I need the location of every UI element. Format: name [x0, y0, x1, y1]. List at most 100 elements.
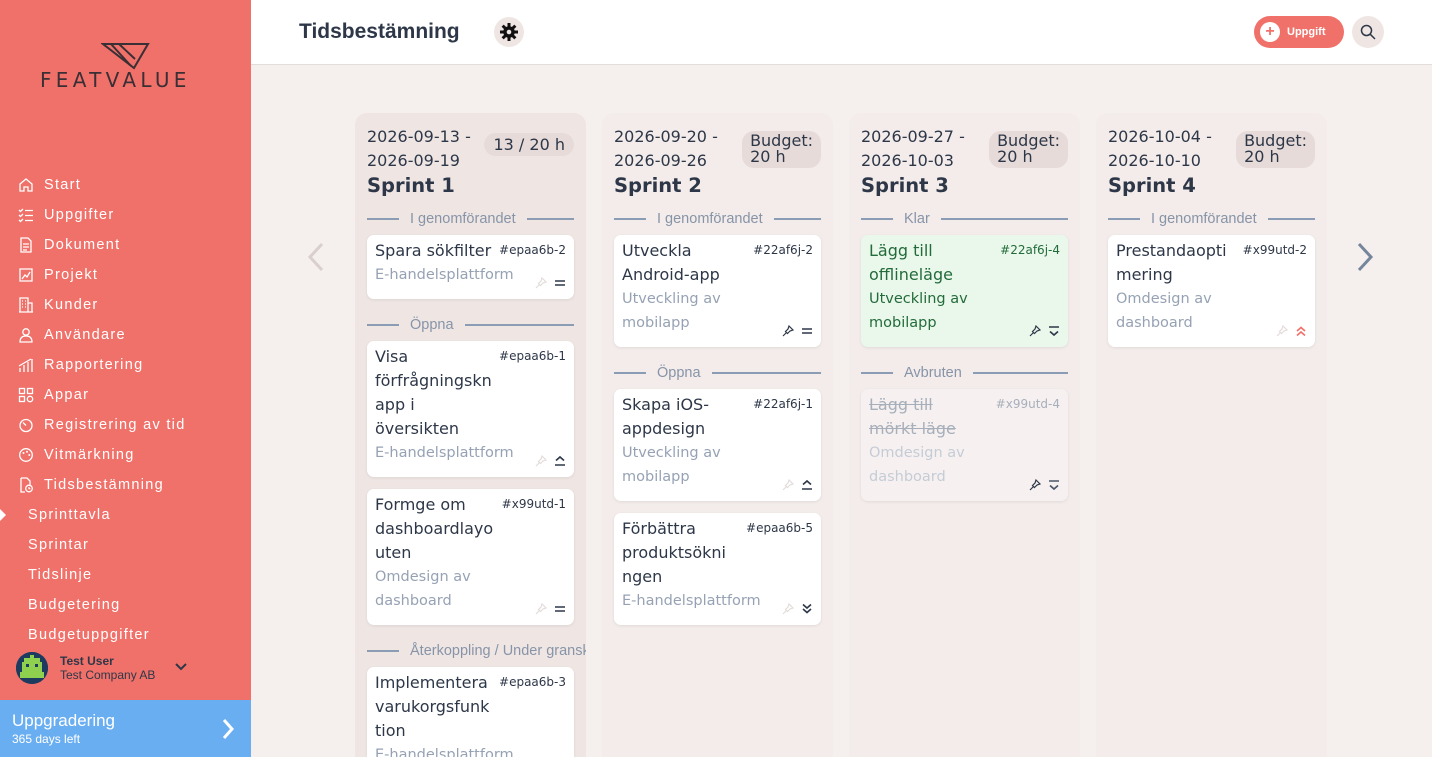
- sidebar-item-label: Tidsbestämning: [44, 477, 165, 493]
- user-menu[interactable]: Test User Test Company AB: [16, 652, 187, 684]
- text-line: 2026-09-19: [367, 151, 460, 170]
- pin-icon[interactable]: [782, 325, 794, 337]
- divider: [526, 218, 574, 220]
- chart-icon: [17, 356, 35, 374]
- pin-icon[interactable]: [535, 603, 547, 615]
- task-id: #epaa6b-5: [746, 521, 813, 535]
- status-label: Öppna: [410, 317, 454, 333]
- sidebar-item-label: Användare: [44, 327, 126, 343]
- task-project: Utveckling av mobilapp: [622, 287, 772, 335]
- sprint-column: 2026-09-20 - 2026-09-26 Budget: 20 h Sprint …: [602, 113, 833, 757]
- search-icon: [1360, 24, 1376, 40]
- text-line: produktsökni: [622, 543, 726, 562]
- text-line: 2026-10-03: [861, 151, 954, 170]
- task-id: #x99utd-4: [995, 397, 1060, 411]
- divider: [1267, 218, 1315, 220]
- sidebar-item-whitelabel[interactable]: Vitmärkning: [0, 440, 251, 470]
- divider: [1108, 218, 1140, 220]
- upgrade-banner[interactable]: Uppgradering 365 days left: [0, 700, 251, 757]
- document-icon: [17, 236, 35, 254]
- sprint-date-range: 2026-09-27 - 2026-10-03: [861, 125, 965, 173]
- task-card[interactable]: Implementera varukorgsfunk tion #epaa6b-3 E-…: [367, 667, 574, 757]
- text-line: Implementera: [375, 673, 488, 692]
- add-task-button[interactable]: + Uppgift: [1254, 16, 1344, 48]
- sidebar-item-reporting[interactable]: Rapportering: [0, 350, 251, 380]
- pin-icon[interactable]: [1029, 325, 1041, 337]
- tasks-icon: [17, 206, 35, 224]
- text-line: Budget:: [997, 131, 1060, 150]
- sidebar-item-projects[interactable]: Projekt: [0, 260, 251, 290]
- sidebar-item-customers[interactable]: Kunder: [0, 290, 251, 320]
- text-line: 2026-09-20 -: [614, 127, 718, 146]
- text-line: E-handelsplattform: [375, 267, 514, 283]
- chevron-down-icon[interactable]: [174, 660, 188, 674]
- sprint-title[interactable]: Sprint 1: [367, 174, 455, 197]
- pin-icon[interactable]: [782, 603, 794, 615]
- sidebar-item-label: Dokument: [44, 237, 121, 253]
- next-sprints-arrow-icon[interactable]: [1355, 242, 1375, 272]
- search-button[interactable]: [1352, 16, 1384, 48]
- task-project: E-handelsplattform: [375, 263, 525, 287]
- upgrade-title: Uppgradering: [12, 711, 116, 730]
- previous-sprints-arrow-icon[interactable]: [306, 242, 326, 272]
- priority-lowest-icon: [802, 603, 812, 614]
- text-line: förfrågningskn: [375, 371, 492, 390]
- sidebar-subitem-budgeting[interactable]: Budgetering: [28, 597, 121, 613]
- task-card[interactable]: Visa förfrågningskn app i översikten #epaa6b…: [367, 341, 574, 477]
- text-line: appdesign: [622, 419, 706, 438]
- sidebar-subitem-sprints[interactable]: Sprintar: [28, 537, 90, 553]
- status-section-header: Klar: [861, 211, 1068, 227]
- sidebar-item-scheduling[interactable]: Tidsbestämning: [0, 470, 251, 500]
- task-card[interactable]: Prestandaopti mering #x99utd-2 Omdesign av d…: [1108, 235, 1315, 347]
- task-title: Implementera varukorgsfunk tion: [375, 671, 505, 743]
- text-line: 2026-09-27 -: [861, 127, 965, 146]
- sidebar-item-label: Registrering av tid: [44, 417, 186, 433]
- pin-icon[interactable]: [1029, 479, 1041, 491]
- sprint-date-range: 2026-10-04 - 2026-10-10: [1108, 125, 1212, 173]
- task-card[interactable]: Utveckla Android-app #22af6j-2 Utveckling a…: [614, 235, 821, 347]
- task-card[interactable]: Förbättra produktsökni ngen #epaa6b-5 E-hand…: [614, 513, 821, 625]
- priority-low-icon: [1049, 480, 1059, 491]
- sidebar-item-users[interactable]: Användare: [0, 320, 251, 350]
- text-line: offlineläge: [869, 265, 953, 284]
- sidebar-item-label: Kunder: [44, 297, 99, 313]
- add-task-label: Uppgift: [1287, 26, 1326, 38]
- sidebar-item-label: Appar: [44, 387, 90, 403]
- sprint-title[interactable]: Sprint 2: [614, 174, 702, 197]
- task-card[interactable]: Lägg till mörkt läge #x99utd-4 Omdesign av d…: [861, 389, 1068, 501]
- pin-icon[interactable]: [782, 479, 794, 491]
- status-section-header: I genomförandet: [367, 211, 574, 227]
- avatar: [16, 652, 48, 684]
- featvalue-logo[interactable]: FEATVALUE: [40, 42, 215, 92]
- sidebar-item-time-registration[interactable]: Registrering av tid: [0, 410, 251, 440]
- text-line: E-handelsplattform: [375, 445, 514, 461]
- text-line: Omdesign av: [1116, 291, 1212, 307]
- home-icon: [17, 176, 35, 194]
- text-line: tion: [375, 721, 406, 740]
- pin-icon[interactable]: [535, 455, 547, 467]
- task-id: #x99utd-1: [501, 497, 566, 511]
- task-card[interactable]: Lägg till offlineläge #22af6j-4 Utveckling …: [861, 235, 1068, 347]
- sidebar-subitem-budget-tasks[interactable]: Budgetuppgifter: [28, 627, 150, 643]
- task-project: Omdesign av dashboard: [869, 441, 1019, 489]
- task-title: Förbättra produktsökni ngen: [622, 517, 752, 589]
- sidebar-item-apps[interactable]: Appar: [0, 380, 251, 410]
- task-card[interactable]: Skapa iOS-appdesign #22af6j-1 Utveckling a…: [614, 389, 821, 501]
- sidebar-item-start[interactable]: Start: [0, 170, 251, 200]
- page-title: Tidsbestämning: [299, 20, 460, 43]
- sprint-title[interactable]: Sprint 4: [1108, 174, 1196, 197]
- task-card[interactable]: Spara sökfilter #epaa6b-2 E-handelsplattfo…: [367, 235, 574, 299]
- sidebar-item-documents[interactable]: Dokument: [0, 230, 251, 260]
- text-line: 20 h: [750, 147, 786, 166]
- sprint-title[interactable]: Sprint 3: [861, 174, 949, 197]
- sprint-date-range: 2026-09-13 - 2026-09-19: [367, 125, 471, 173]
- sidebar-subitem-sprint-board[interactable]: Sprinttavla: [0, 500, 251, 530]
- task-card[interactable]: Formge om dashboardlayo uten #x99utd-1 Omdes…: [367, 489, 574, 625]
- sprint-budget-badge: Budget: 20 h: [989, 131, 1068, 168]
- text-line: 20 h: [1244, 147, 1280, 166]
- pin-icon[interactable]: [1276, 325, 1288, 337]
- pin-icon[interactable]: [535, 277, 547, 289]
- settings-button[interactable]: [494, 17, 524, 47]
- sidebar-subitem-timeline[interactable]: Tidslinje: [28, 567, 93, 583]
- sidebar-item-tasks[interactable]: Uppgifter: [0, 200, 251, 230]
